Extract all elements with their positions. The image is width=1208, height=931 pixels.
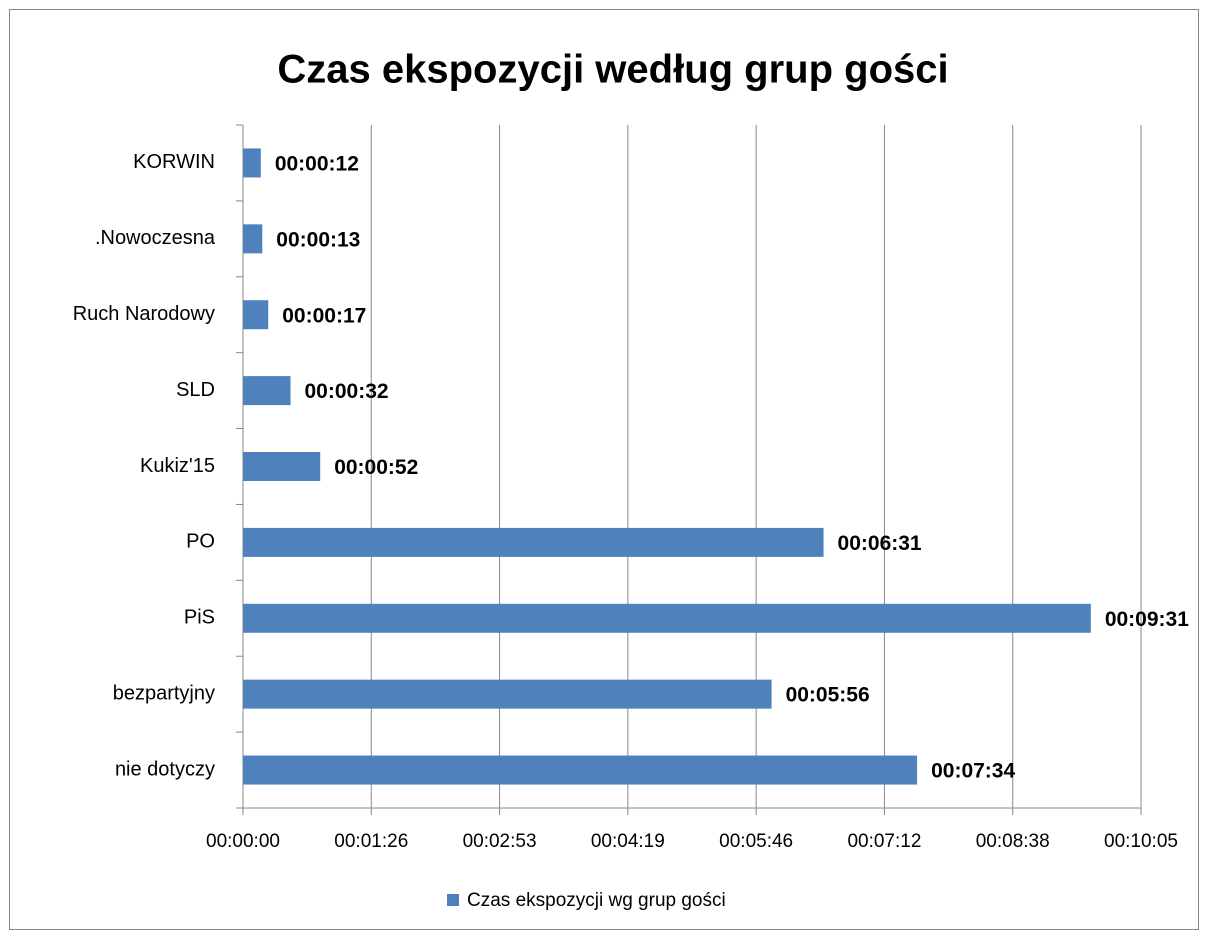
value-label: 00:00:13: [276, 228, 360, 251]
value-label: 00:09:31: [1105, 608, 1189, 631]
bar: [243, 148, 261, 178]
x-tick-label: 00:01:26: [334, 831, 408, 852]
chart-title: Czas ekspozycji według grup gości: [277, 48, 948, 92]
value-label: 00:06:31: [838, 532, 922, 555]
y-tick-label: Ruch Narodowy: [73, 303, 215, 325]
value-label: 00:07:34: [931, 760, 1015, 783]
bar: [243, 300, 269, 330]
legend-swatch: [447, 894, 459, 906]
bar: [243, 679, 772, 709]
y-tick-label: bezpartyjny: [113, 682, 215, 704]
value-label: 00:00:52: [334, 456, 418, 479]
y-tick-label: Kukiz'15: [140, 455, 215, 477]
x-tick-label: 00:00:00: [206, 831, 280, 852]
x-tick-label: 00:10:05: [1104, 831, 1178, 852]
y-tick-label: .Nowoczesna: [95, 227, 216, 249]
y-tick-label: PiS: [184, 607, 215, 629]
y-tick-label: nie dotyczy: [115, 758, 215, 780]
x-tick-label: 00:04:19: [591, 831, 665, 852]
y-tick-label: PO: [186, 531, 215, 553]
x-tick-label: 00:08:38: [976, 831, 1050, 852]
y-tick-label: KORWIN: [133, 151, 215, 173]
x-tick-label: 00:07:12: [847, 831, 921, 852]
value-label: 00:00:12: [275, 152, 359, 175]
x-tick-label: 00:02:53: [463, 831, 537, 852]
legend-label: Czas ekspozycji wg grup gości: [467, 890, 726, 911]
bar: [243, 755, 918, 785]
bar: [243, 603, 1091, 633]
bar: [243, 376, 291, 406]
value-label: 00:00:32: [305, 380, 389, 403]
bar: [243, 224, 263, 254]
bar: [243, 452, 321, 481]
value-label: 00:00:17: [282, 304, 366, 327]
value-label: 00:05:56: [786, 684, 870, 707]
bar: [243, 527, 824, 557]
y-tick-label: SLD: [176, 379, 215, 401]
x-tick-label: 00:05:46: [719, 831, 793, 852]
